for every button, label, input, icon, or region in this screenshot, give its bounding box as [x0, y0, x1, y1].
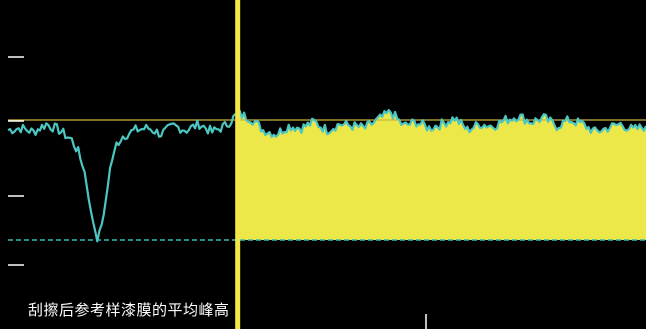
data-trace: [7, 108, 646, 243]
caption: 刮擦后参考样漆膜的平均峰高: [28, 301, 230, 319]
trace-layer: [7, 108, 646, 243]
cursor-layer: [235, 0, 241, 329]
fill-layer: [237, 110, 646, 240]
tick-layer: [8, 56, 427, 329]
filled-area: [237, 110, 646, 240]
vertical-cursor: [235, 0, 241, 329]
